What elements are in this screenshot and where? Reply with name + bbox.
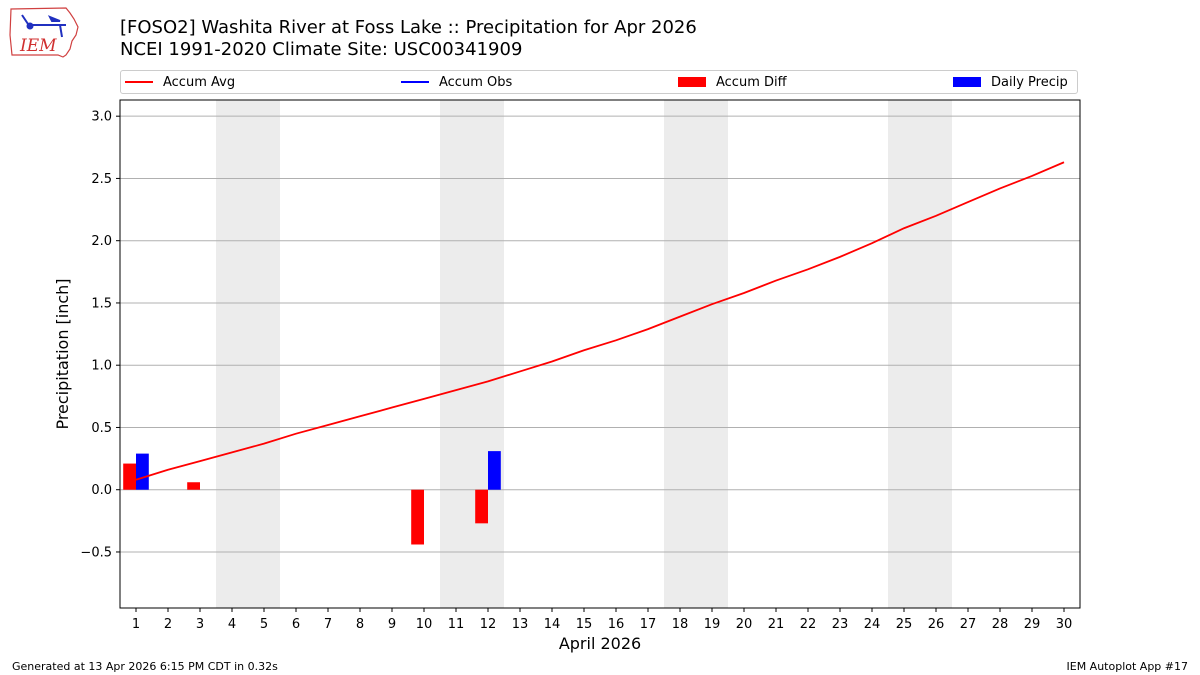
chart-subtitle: NCEI 1991-2020 Climate Site: USC00341909 xyxy=(120,39,523,60)
legend-label: Daily Precip xyxy=(991,74,1068,90)
legend: Accum Avg Accum Obs Accum Diff Daily Pre… xyxy=(120,70,1078,94)
lines xyxy=(135,161,1065,481)
x-tick-label: 3 xyxy=(196,617,204,632)
weekend-band xyxy=(440,100,504,608)
legend-swatch-accum-diff xyxy=(678,77,706,87)
x-tick-label: 26 xyxy=(928,617,945,632)
x-tick-label: 20 xyxy=(736,617,753,632)
legend-item-accum-avg: Accum Avg xyxy=(125,71,235,93)
accum-diff-bar xyxy=(475,489,488,524)
legend-item-accum-diff: Accum Diff xyxy=(678,71,787,93)
logo-text: IEM xyxy=(19,36,57,56)
y-tick-label: 3.0 xyxy=(91,110,112,125)
x-tick-label: 22 xyxy=(800,617,817,632)
axis-ticks: −0.50.00.51.01.52.02.53.01 2 3 4 5 6 7 8 9 10 11 12… xyxy=(80,110,1072,632)
bars xyxy=(123,451,501,545)
legend-label: Accum Obs xyxy=(439,74,513,90)
legend-swatch-daily-precip xyxy=(953,77,981,87)
x-tick-label: 29 xyxy=(1024,617,1041,632)
accum-diff-bar xyxy=(123,463,136,490)
legend-item-daily-precip: Daily Precip xyxy=(953,71,1068,93)
x-tick-label: 6 xyxy=(292,617,300,632)
x-tick-label: 12 xyxy=(480,617,497,632)
x-tick-label: 7 xyxy=(324,617,332,632)
x-tick-label: 28 xyxy=(992,617,1009,632)
y-tick-label: 1.0 xyxy=(91,359,112,374)
x-tick-label: 13 xyxy=(512,617,529,632)
iem-logo: IEM xyxy=(9,7,79,58)
x-tick-label: 11 xyxy=(448,617,465,632)
daily-precip-bar xyxy=(488,451,501,490)
weather-station-icon xyxy=(21,14,66,38)
y-tick-label: 2.0 xyxy=(91,234,112,249)
y-axis-label: Precipitation [inch] xyxy=(53,278,72,429)
x-tick-label: 25 xyxy=(896,617,913,632)
x-tick-label: 19 xyxy=(704,617,721,632)
y-tick-label: −0.5 xyxy=(80,545,112,560)
x-tick-label: 10 xyxy=(416,617,433,632)
x-tick-label: 4 xyxy=(228,617,236,632)
x-tick-label: 9 xyxy=(388,617,396,632)
plot-frame xyxy=(119,99,1081,609)
weekend-band xyxy=(216,100,280,608)
x-tick-label: 16 xyxy=(608,617,625,632)
weekend-shading xyxy=(216,100,952,608)
x-tick-label: 30 xyxy=(1056,617,1073,632)
y-tick-label: 2.5 xyxy=(91,172,112,187)
x-tick-label: 27 xyxy=(960,617,977,632)
legend-item-accum-obs: Accum Obs xyxy=(401,71,512,93)
accum-avg-line xyxy=(135,161,1065,481)
x-tick-label: 2 xyxy=(164,617,172,632)
app-credit: IEM Autoplot App #17 xyxy=(1066,660,1189,673)
daily-precip-bar xyxy=(136,453,149,490)
x-tick-label: 5 xyxy=(260,617,268,632)
x-tick-label: 15 xyxy=(576,617,593,632)
y-tick-label: 1.5 xyxy=(91,296,112,311)
x-tick-label: 17 xyxy=(640,617,657,632)
accum-diff-bar xyxy=(187,482,200,490)
y-tick-label: 0.5 xyxy=(91,421,112,436)
legend-label: Accum Avg xyxy=(163,74,236,90)
x-tick-label: 23 xyxy=(832,617,849,632)
y-tick-label: 0.0 xyxy=(91,483,112,498)
x-tick-label: 8 xyxy=(356,617,364,632)
accum-diff-bar xyxy=(411,489,424,545)
weekend-band xyxy=(888,100,952,608)
legend-swatch-accum-obs xyxy=(401,81,429,83)
x-axis-label: April 2026 xyxy=(559,634,641,653)
x-tick-label: 21 xyxy=(768,617,785,632)
x-tick-label: 18 xyxy=(672,617,689,632)
weekend-band xyxy=(664,100,728,608)
x-tick-label: 24 xyxy=(864,617,881,632)
iowa-outline-icon xyxy=(9,7,79,58)
x-tick-label: 14 xyxy=(544,617,561,632)
legend-label: Accum Diff xyxy=(716,74,787,90)
legend-swatch-accum-avg xyxy=(125,81,153,83)
chart-title: [FOSO2] Washita River at Foss Lake :: Pr… xyxy=(120,17,697,38)
x-tick-label: 1 xyxy=(132,617,140,632)
gridlines xyxy=(120,115,1080,553)
generated-timestamp: Generated at 13 Apr 2026 6:15 PM CDT in … xyxy=(12,660,278,673)
